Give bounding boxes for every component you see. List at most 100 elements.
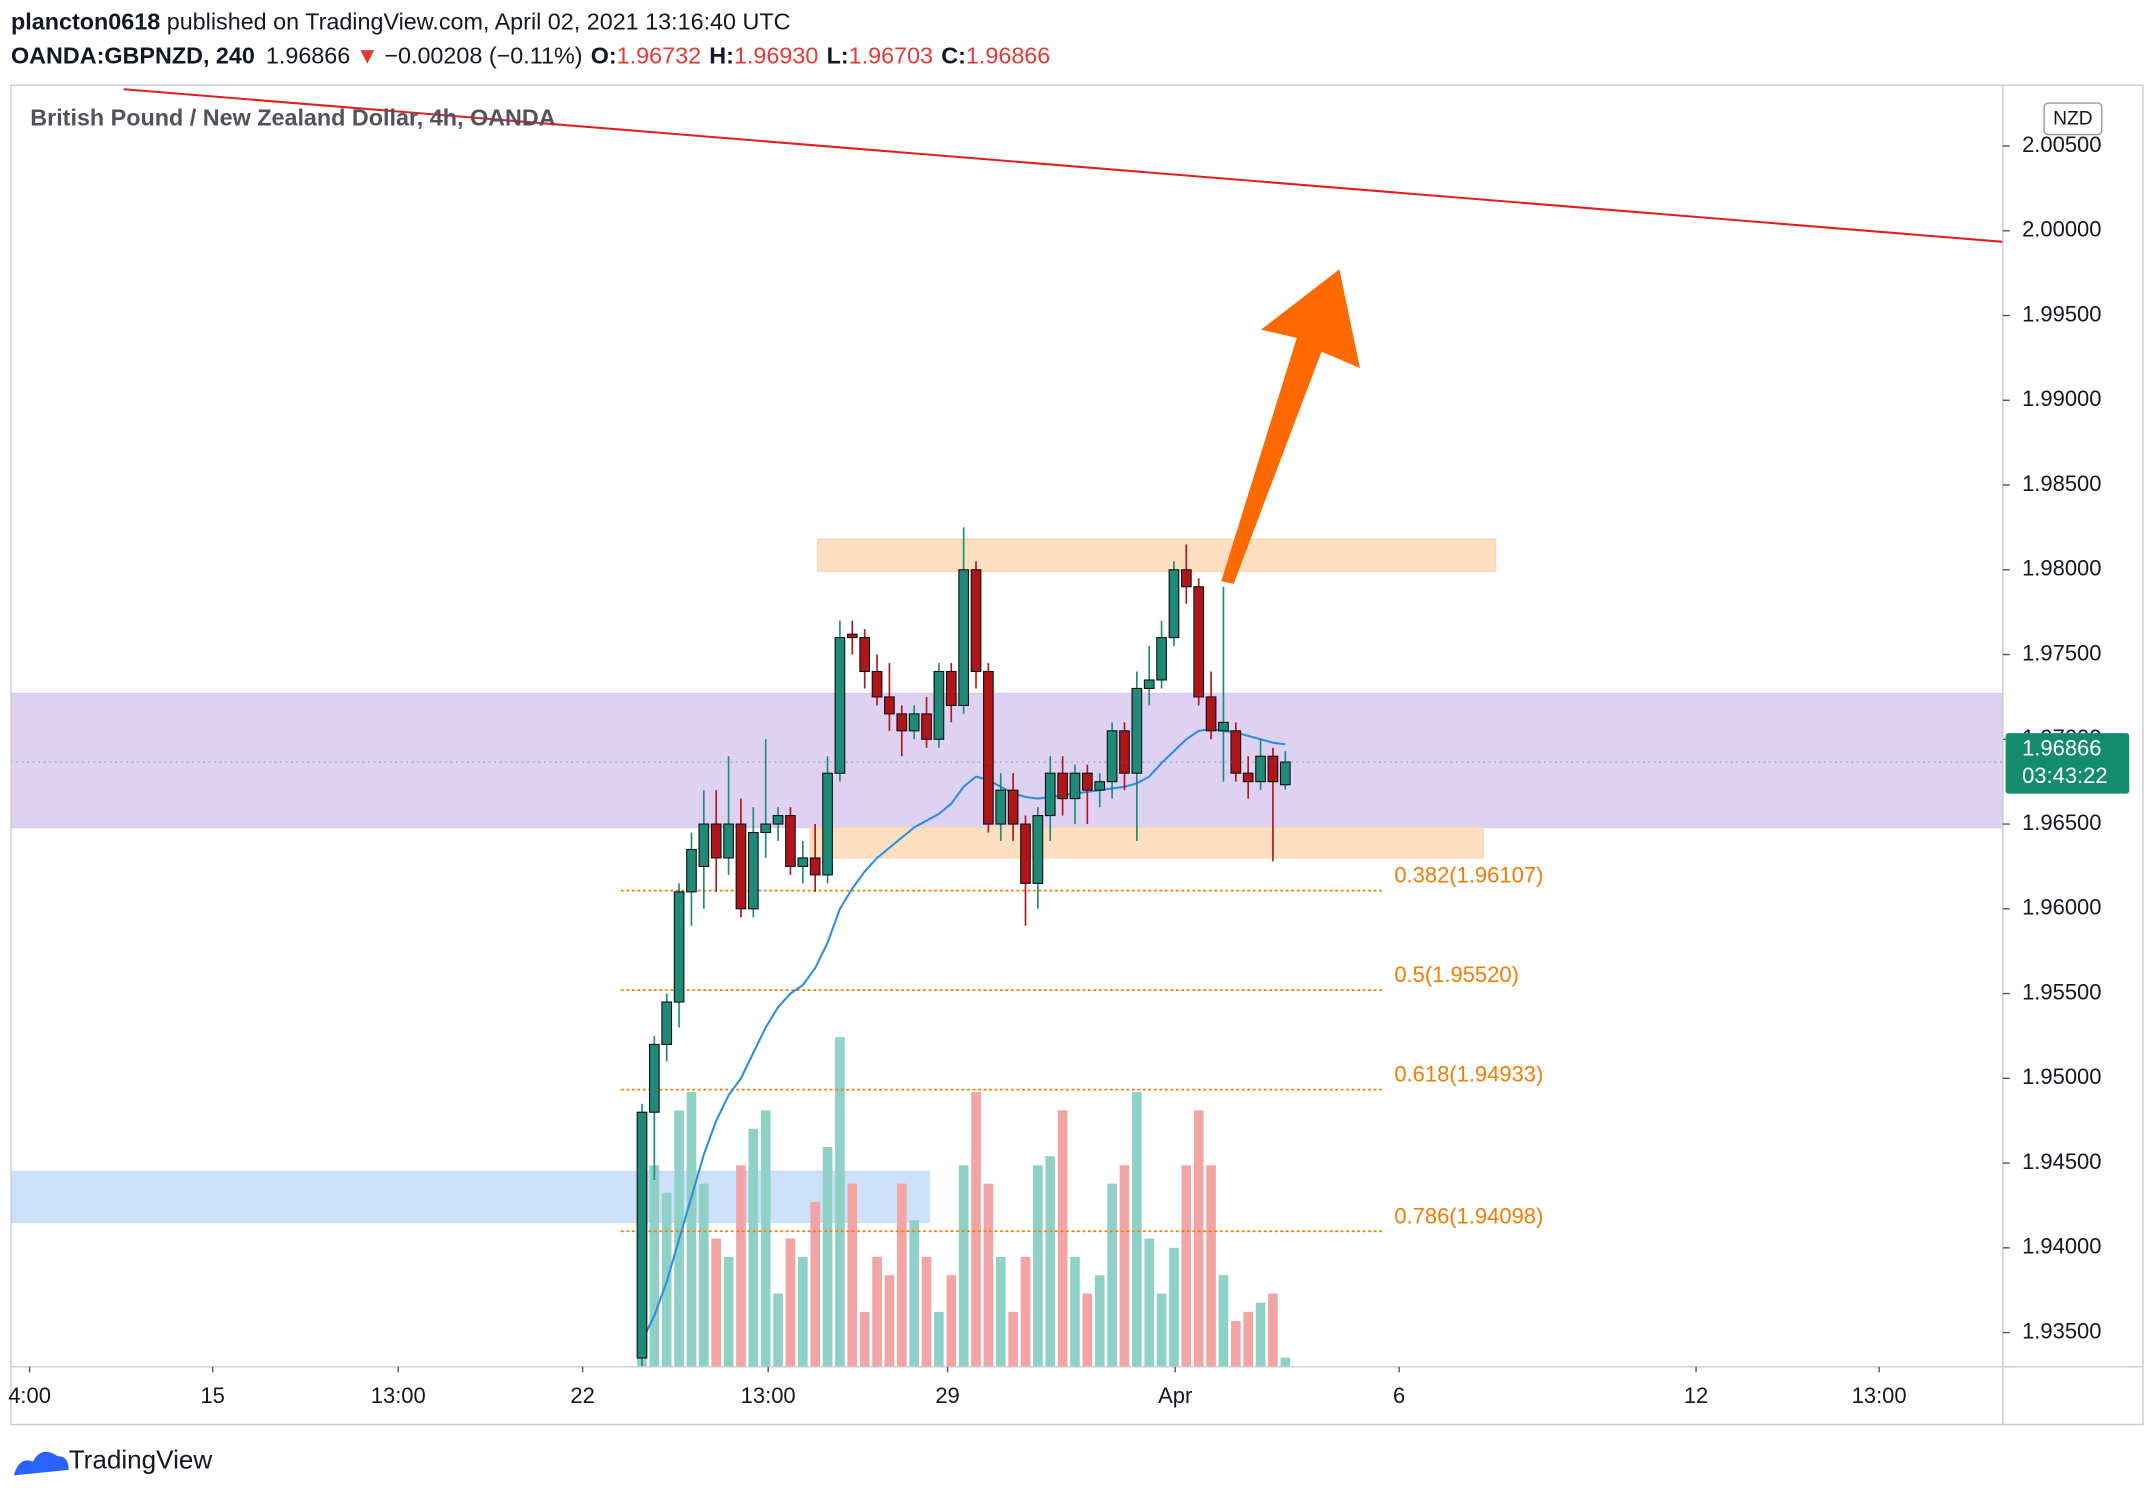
volume-bar [1008, 1311, 1018, 1367]
candle-body [809, 857, 821, 876]
candle-body [995, 789, 1007, 825]
candle-body [1020, 823, 1031, 884]
volume-bar [736, 1165, 746, 1367]
candle-body [686, 848, 697, 893]
x-tick-label: 29 [935, 1383, 959, 1408]
h: 1.96930 [734, 43, 818, 69]
candle-body [1007, 789, 1019, 825]
projection-arrow [1221, 269, 1360, 584]
x-tick-label: 13:00 [371, 1383, 426, 1408]
candle-body [1218, 721, 1229, 732]
c: 1.96866 [966, 43, 1050, 69]
last: 1.96866 [266, 43, 350, 69]
y-tick-label: 1.96000 [2022, 895, 2101, 920]
candle-body [673, 891, 685, 1003]
volume-bar [983, 1183, 994, 1367]
volume-bar [859, 1311, 870, 1367]
l-label: L: [827, 43, 849, 69]
candle-body [735, 823, 747, 910]
fib-label: 0.382(1.96107) [1394, 863, 1543, 888]
candle-body [859, 637, 871, 673]
volume-bar [686, 1092, 697, 1367]
y-tick-label: 1.98000 [2022, 556, 2101, 581]
chart-title: British Pound / New Zealand Dollar, 4h, … [30, 105, 555, 131]
candle-body [834, 637, 846, 774]
symbol: OANDA:GBPNZD, 240 [11, 43, 255, 69]
candle-body [1119, 730, 1130, 774]
volume-bar [1268, 1293, 1278, 1367]
volume-bar [748, 1128, 759, 1367]
candle-body [1255, 755, 1266, 783]
candle-body [797, 857, 809, 867]
y-tick-label: 1.95500 [2022, 979, 2101, 1004]
volume-bar [971, 1092, 981, 1367]
volume-bar [1193, 1110, 1204, 1367]
candle-body [710, 823, 722, 859]
volume-bar [872, 1256, 882, 1367]
brand: TradingView [69, 1444, 213, 1474]
change: −0.00208 (−0.11%) [384, 43, 582, 69]
candle-body [772, 815, 784, 825]
x-tick-label: 15 [200, 1383, 224, 1408]
candle-body [884, 696, 895, 715]
volume-bar [760, 1110, 771, 1367]
candle-body [896, 713, 908, 732]
trendline [123, 88, 2003, 243]
volume-bar [1045, 1156, 1056, 1367]
price-tag-timer: 03:43:22 [2022, 763, 2108, 788]
volume-bar [1206, 1165, 1216, 1367]
candle-body [1044, 772, 1056, 817]
moving-average [641, 728, 1286, 1342]
volume-bar [1132, 1092, 1142, 1367]
currency-box [2043, 102, 2103, 136]
fib-label: 0.786(1.94098) [1394, 1203, 1543, 1228]
candle-body [1082, 772, 1093, 791]
candle-body [747, 831, 759, 910]
volume-bar [1082, 1293, 1093, 1367]
volume-bar [1231, 1321, 1241, 1367]
publish-line: plancton0618 published on TradingView.co… [11, 9, 790, 35]
x-tick-label: Apr [1158, 1383, 1192, 1408]
volume-bar [847, 1183, 858, 1367]
published: published on TradingView.com, April 02, … [167, 9, 791, 35]
candle-body [958, 569, 969, 706]
volume-bar [822, 1147, 833, 1367]
candle-body [1143, 679, 1155, 689]
candle-body [970, 569, 982, 673]
volume-bar [785, 1238, 796, 1367]
volume-bar [1243, 1311, 1253, 1367]
candle-body [1193, 586, 1205, 698]
volume-bar [1255, 1302, 1266, 1367]
volume-bar [649, 1165, 660, 1367]
zone [809, 826, 1484, 859]
candle-body [760, 823, 772, 834]
arrow: ▼ [356, 43, 379, 69]
candle-body [983, 670, 994, 825]
tradingview-logo: TradingView [13, 1444, 213, 1476]
candle-body [921, 713, 932, 740]
x-tick-label: 22 [570, 1383, 594, 1408]
volume-bar [1107, 1183, 1117, 1367]
candle-body [1279, 761, 1291, 786]
candle-body [1168, 569, 1180, 639]
candle-body [1057, 772, 1068, 800]
candle-body [785, 815, 796, 867]
candle-body [1106, 730, 1118, 783]
candle-body [822, 772, 833, 876]
y-tick-label: 1.95000 [2022, 1064, 2101, 1089]
candle-body [908, 713, 920, 732]
ohlc-line: OANDA:GBPNZD, 240 1.96866 ▼ −0.00208 (−0.11… [11, 43, 1050, 69]
x-tick-label: 13:00 [741, 1383, 796, 1408]
volume-bar [1169, 1247, 1179, 1367]
fib-label: 0.618(1.94933) [1394, 1062, 1543, 1087]
candle-body [871, 670, 883, 698]
candle-body [1131, 687, 1143, 774]
volume-bar [921, 1256, 932, 1367]
candle-body [846, 633, 858, 639]
volume-bar [1033, 1165, 1043, 1367]
volume-bar [1094, 1275, 1105, 1367]
volume-bar [711, 1238, 722, 1367]
volume-bar [958, 1165, 969, 1367]
candle-body [1242, 772, 1254, 783]
